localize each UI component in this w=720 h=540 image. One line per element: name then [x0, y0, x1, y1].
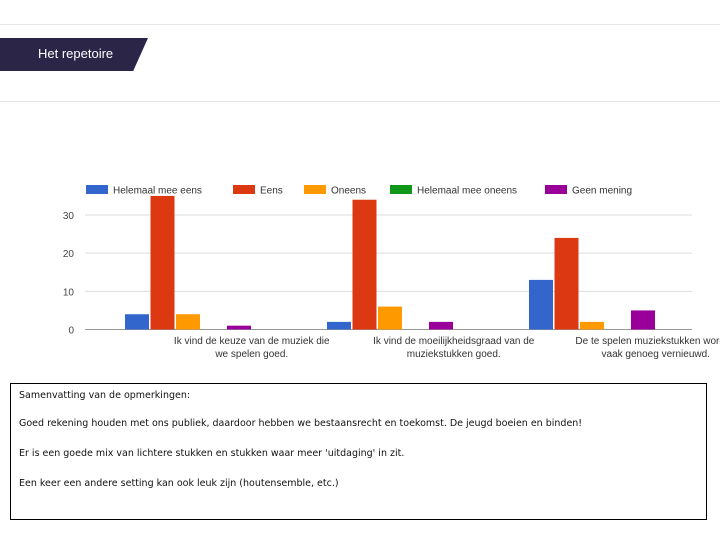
bar — [150, 195, 175, 330]
section-title: Het repetoire — [38, 46, 114, 61]
x-tick-label: De te spelen muziekstukken worden — [575, 336, 720, 347]
bar — [429, 321, 453, 330]
summary-line: Een keer een andere setting kan ook leuk… — [19, 478, 339, 489]
bar — [554, 237, 579, 330]
legend-swatch — [233, 185, 255, 194]
y-tick-label: 30 — [63, 211, 75, 222]
top-divider — [0, 24, 720, 25]
bar — [227, 325, 251, 330]
bar — [631, 310, 655, 330]
bar — [176, 314, 200, 330]
summary-box: Samenvatting van de opmerkingen: Goed re… — [10, 383, 707, 520]
bar — [580, 321, 604, 330]
summary-line: Goed rekening houden met ons publiek, da… — [19, 418, 583, 429]
bar-chart: 0 10 20 30 Helemaal mee eens Eens Oneens Helema… — [63, 185, 720, 360]
y-tick-label: 20 — [63, 249, 75, 260]
bar — [125, 314, 149, 330]
legend-label: Oneens — [331, 186, 366, 197]
legend-label: Helemaal mee eens — [113, 186, 202, 197]
legend-swatch — [304, 185, 326, 194]
bar — [529, 279, 553, 330]
bar — [378, 306, 402, 330]
legend-swatch — [390, 185, 412, 194]
legend-label: Geen mening — [572, 186, 632, 197]
legend-label: Helemaal mee oneens — [417, 186, 517, 197]
x-tick-label: Ik vind de moeilijkheidsgraad van de — [373, 336, 535, 347]
x-tick-label: Ik vind de keuze van de muziek die — [174, 336, 330, 347]
bar — [327, 321, 351, 330]
summary-title: Samenvatting van de opmerkingen: — [19, 390, 191, 401]
header-divider — [0, 101, 720, 102]
summary-line: Er is een goede mix van lichtere stukken… — [19, 448, 405, 459]
y-tick-label: 0 — [68, 326, 74, 337]
legend-label: Eens — [260, 186, 283, 197]
y-tick-label: 10 — [63, 287, 75, 298]
x-tick-label: muziekstukken goed. — [407, 349, 501, 360]
bar — [352, 199, 377, 330]
section-banner: Het repetoire — [0, 38, 148, 71]
x-tick-label: vaak genoeg vernieuwd. — [602, 349, 710, 360]
legend-swatch — [86, 185, 108, 194]
legend-swatch — [545, 185, 567, 194]
x-tick-label: we spelen goed. — [214, 349, 288, 360]
